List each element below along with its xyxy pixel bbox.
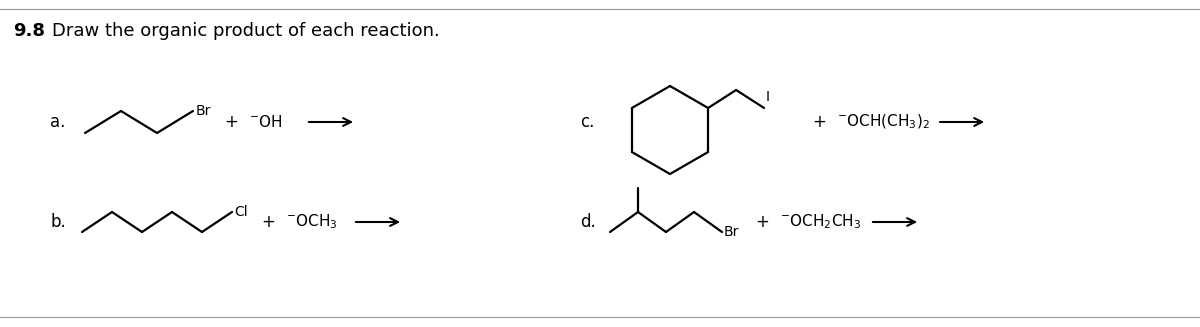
Text: 9.8: 9.8 bbox=[13, 22, 46, 40]
Text: +: + bbox=[262, 213, 275, 231]
Text: $^{-}$OCH(CH$_3$)$_2$: $^{-}$OCH(CH$_3$)$_2$ bbox=[838, 113, 930, 131]
Text: Cl: Cl bbox=[234, 205, 247, 219]
Text: a.: a. bbox=[50, 113, 65, 131]
Text: Draw the organic product of each reaction.: Draw the organic product of each reactio… bbox=[52, 22, 439, 40]
Text: +: + bbox=[755, 213, 769, 231]
Text: b.: b. bbox=[50, 213, 66, 231]
Text: Br: Br bbox=[196, 104, 211, 118]
Text: $^{-}$OH: $^{-}$OH bbox=[250, 114, 282, 130]
Text: I: I bbox=[766, 90, 770, 104]
Text: Br: Br bbox=[724, 225, 739, 239]
Text: +: + bbox=[812, 113, 826, 131]
Text: $^{-}$OCH$_3$: $^{-}$OCH$_3$ bbox=[286, 213, 337, 231]
Text: +: + bbox=[224, 113, 238, 131]
Text: c.: c. bbox=[580, 113, 594, 131]
Text: $^{-}$OCH$_2$CH$_3$: $^{-}$OCH$_2$CH$_3$ bbox=[780, 213, 862, 231]
Text: d.: d. bbox=[580, 213, 595, 231]
